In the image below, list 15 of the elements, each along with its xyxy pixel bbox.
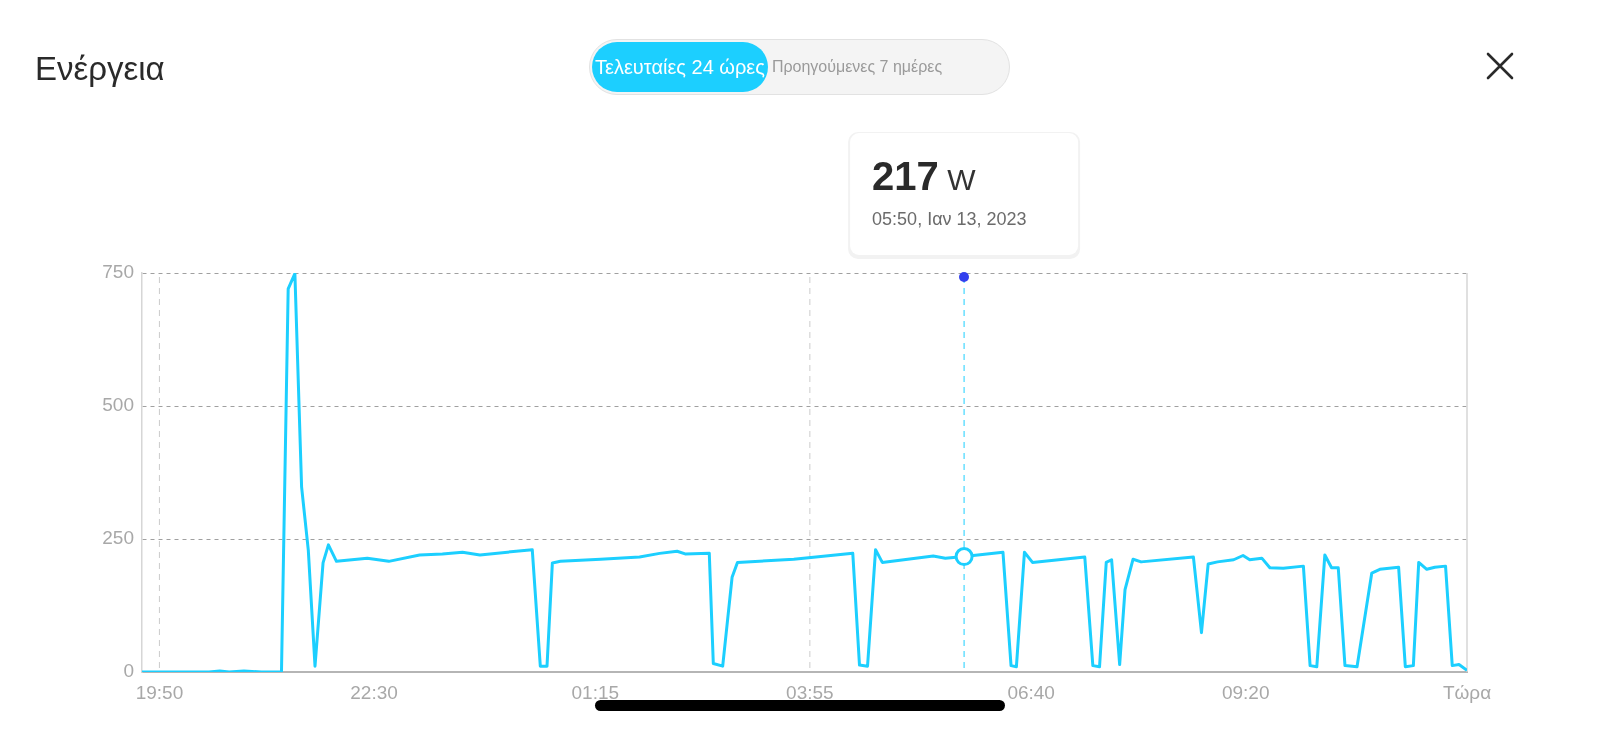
y-tick-label: 750	[102, 261, 134, 283]
segmented-control: Τελευταίες 24 ώρες Προηγούμενες 7 ημέρες	[589, 39, 1010, 95]
y-tick-label: 500	[102, 394, 134, 416]
x-tick-label: 06:40	[1007, 681, 1055, 703]
y-tick-label: 0	[123, 660, 134, 682]
text: 217 W	[872, 154, 977, 198]
chart-title: Ενέργεια	[35, 50, 165, 88]
x-tick-label: 03:55	[786, 681, 834, 703]
x-tick-label: 22:30	[350, 681, 398, 703]
x-tick-label: 09:20	[1221, 681, 1270, 703]
x-tick-label: Τώρα	[1442, 681, 1492, 703]
text: 05:50, Ιαν 13, 2023	[872, 209, 1027, 229]
x-tick-label: 19:50	[135, 681, 184, 703]
y-tick-label: 250	[102, 527, 134, 549]
x-tick-label: 01:15	[571, 681, 620, 703]
